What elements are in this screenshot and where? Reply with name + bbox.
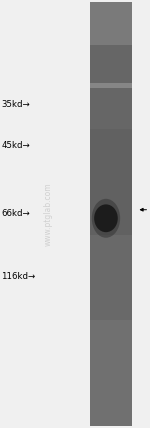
Bar: [90, 108, 132, 113]
Bar: [90, 140, 132, 145]
Bar: [90, 45, 132, 50]
Bar: [90, 203, 132, 209]
Bar: [90, 172, 132, 177]
Bar: [90, 357, 132, 362]
Bar: [90, 235, 132, 241]
Text: 35kd→: 35kd→: [2, 100, 30, 110]
Bar: [90, 198, 132, 203]
Bar: [90, 389, 132, 394]
Bar: [90, 166, 132, 172]
Bar: [90, 383, 132, 389]
Bar: [90, 29, 132, 34]
Bar: [90, 304, 132, 309]
Bar: [90, 209, 132, 214]
Bar: [90, 410, 132, 415]
Bar: [90, 251, 132, 256]
Text: www.ptglab.com: www.ptglab.com: [44, 182, 52, 246]
Bar: [90, 346, 132, 352]
Bar: [90, 394, 132, 399]
Bar: [90, 241, 132, 246]
Bar: [90, 262, 132, 267]
Bar: [90, 113, 132, 119]
Text: 45kd→: 45kd→: [2, 141, 30, 150]
Bar: [90, 24, 132, 29]
Bar: [90, 214, 132, 219]
Bar: [90, 267, 132, 272]
Bar: [90, 415, 132, 421]
Bar: [90, 256, 132, 262]
Bar: [90, 187, 132, 193]
Bar: [90, 71, 132, 76]
Bar: [90, 82, 132, 87]
Bar: [90, 341, 132, 346]
Bar: [90, 421, 132, 426]
Bar: [90, 145, 132, 150]
Bar: [90, 219, 132, 225]
Bar: [90, 399, 132, 405]
Bar: [90, 55, 132, 60]
Bar: [90, 7, 132, 13]
Bar: [90, 161, 132, 166]
Bar: [90, 368, 132, 373]
Bar: [90, 278, 132, 283]
Bar: [90, 98, 132, 103]
Bar: [90, 193, 132, 198]
Ellipse shape: [92, 199, 120, 238]
Bar: [90, 352, 132, 357]
Bar: [90, 65, 132, 71]
Bar: [90, 373, 132, 378]
Bar: [90, 2, 132, 426]
Bar: [90, 92, 132, 98]
Bar: [90, 39, 132, 45]
Bar: [90, 288, 132, 294]
Bar: [90, 230, 132, 235]
Bar: [90, 83, 132, 88]
Bar: [90, 320, 132, 325]
Bar: [90, 336, 132, 341]
Bar: [90, 60, 132, 65]
Bar: [90, 124, 132, 129]
Ellipse shape: [94, 205, 118, 232]
Bar: [90, 325, 132, 330]
Bar: [90, 76, 132, 82]
Bar: [90, 182, 132, 187]
Bar: [90, 283, 132, 288]
Bar: [90, 177, 132, 182]
Bar: [90, 50, 132, 55]
Bar: [90, 362, 132, 368]
Bar: [90, 405, 132, 410]
Bar: [90, 330, 132, 336]
Text: 66kd→: 66kd→: [2, 209, 30, 219]
Bar: [90, 246, 132, 251]
Bar: [90, 299, 132, 304]
Bar: [90, 378, 132, 383]
Text: 116kd→: 116kd→: [2, 271, 36, 281]
Bar: [90, 134, 132, 140]
Bar: [90, 272, 132, 277]
Bar: [90, 13, 132, 18]
Bar: [90, 309, 132, 315]
Bar: [90, 294, 132, 299]
Bar: [90, 129, 132, 134]
Bar: [90, 151, 132, 156]
Bar: [90, 18, 132, 23]
Bar: [90, 34, 132, 39]
Bar: [90, 156, 132, 161]
Bar: [90, 315, 132, 320]
Bar: [90, 103, 132, 108]
Bar: [90, 2, 132, 7]
Bar: [90, 119, 132, 124]
Bar: [90, 225, 132, 230]
Bar: [90, 87, 132, 92]
